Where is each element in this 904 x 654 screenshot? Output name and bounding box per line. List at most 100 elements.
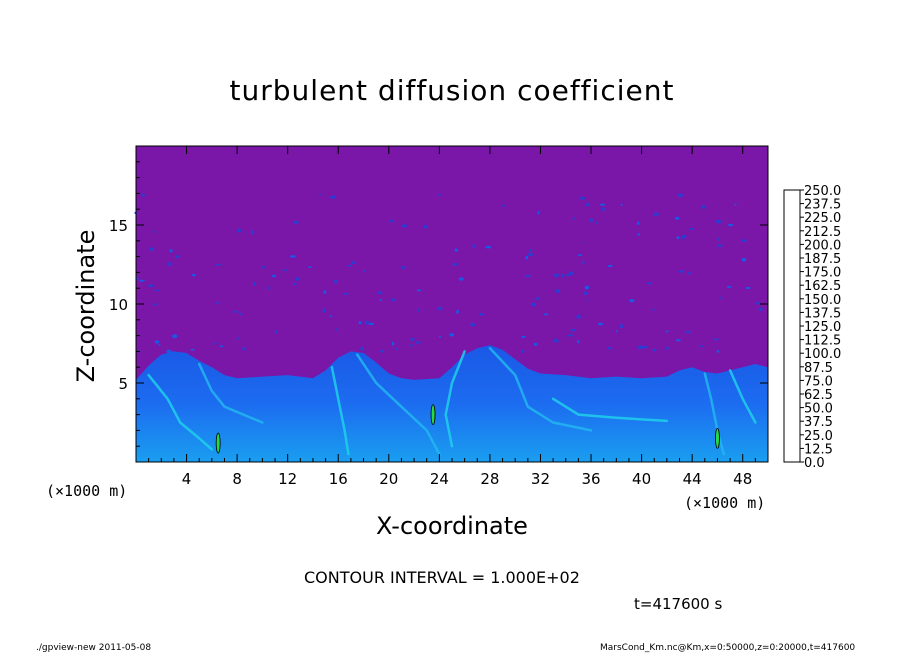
turbulence-blob	[479, 313, 484, 316]
x-axis-label: X-coordinate	[376, 512, 528, 540]
colorbar-label: 75.0	[804, 374, 833, 389]
turbulence-blob	[148, 284, 154, 288]
x-tick-label: 16	[329, 470, 348, 488]
colorbar-label: 37.5	[804, 415, 833, 430]
colorbar-label: 125.0	[804, 320, 841, 335]
turbulence-blob	[525, 275, 531, 278]
turbulence-blob	[525, 255, 529, 260]
turbulence-blob	[377, 291, 383, 295]
y-tick-label: 5	[118, 375, 128, 393]
turbulence-blob	[402, 224, 408, 228]
turbulence-blob	[380, 350, 384, 353]
turbulence-blob	[351, 261, 356, 265]
colorbar-label: 62.5	[804, 388, 833, 403]
turbulence-blob	[699, 345, 704, 348]
turbulence-blob	[344, 292, 349, 295]
turbulence-blob	[290, 255, 296, 258]
turbulence-blob	[568, 271, 574, 276]
turbulence-blob	[271, 274, 277, 278]
turbulence-blob	[742, 239, 747, 243]
turbulence-blob	[726, 285, 732, 288]
turbulence-blob	[607, 265, 613, 267]
turbulence-blob	[674, 216, 680, 220]
turbulence-blob	[294, 277, 299, 281]
turbulence-blob	[665, 330, 669, 333]
turbulence-blob	[701, 205, 706, 209]
x-tick-label: 8	[232, 470, 242, 488]
turbulence-blob	[719, 296, 723, 299]
turbulence-blob	[585, 203, 590, 207]
turbulence-blob	[169, 249, 173, 253]
turbulence-blob	[438, 335, 442, 338]
turbulence-blob	[394, 347, 398, 350]
turbulence-blob	[527, 253, 534, 257]
y-tick-label: 15	[109, 217, 128, 235]
turbulence-blob	[274, 330, 278, 334]
turbulence-blob	[141, 193, 145, 197]
turbulence-blob	[652, 348, 657, 352]
plume-streak	[147, 373, 214, 451]
turbulence-blob	[583, 291, 588, 296]
turbulence-blob	[681, 236, 685, 240]
turbulence-blob	[454, 248, 458, 252]
turbulence-blob	[293, 282, 297, 286]
plume-streak	[197, 362, 264, 424]
turbulence-blob	[458, 277, 464, 281]
y-tick-label: 10	[109, 296, 128, 314]
turbulence-blob	[236, 228, 242, 233]
turbulence-blob	[219, 345, 224, 348]
x-tick-label: 40	[632, 470, 651, 488]
turbulence-blob	[329, 315, 333, 318]
turbulence-blob	[335, 328, 338, 331]
turbulence-blob	[416, 289, 422, 292]
turbulence-blob	[214, 342, 217, 345]
x-tick-label: 20	[379, 470, 398, 488]
turbulence-blob	[521, 335, 526, 338]
turbulence-blob	[676, 236, 680, 240]
colorbar-label: 162.5	[804, 279, 841, 294]
turbulence-blob	[437, 306, 443, 311]
plume-streak	[444, 350, 466, 448]
turbulence-blob	[360, 346, 364, 351]
turbulence-blob	[665, 346, 669, 350]
turbulence-blob	[535, 297, 540, 300]
colorbar-label: 112.5	[804, 334, 841, 349]
colorbar-label: 175.0	[804, 266, 841, 281]
turbulence-blob	[233, 310, 239, 313]
turbulence-blob	[677, 193, 684, 197]
turbulence-blob	[158, 344, 161, 346]
x-tick-label: 32	[531, 470, 550, 488]
turbulence-blob	[408, 344, 415, 347]
colorbar-label: 150.0	[804, 293, 841, 308]
turbulence-blob	[308, 266, 312, 268]
turbulence-blob	[586, 298, 589, 301]
turbulence-blob	[629, 299, 635, 303]
turbulence-blob	[283, 269, 287, 272]
turbulence-blob	[192, 273, 196, 277]
turbulence-blob	[599, 203, 606, 206]
turbulence-blob	[166, 349, 172, 354]
contour-highlight	[430, 404, 436, 426]
turbulence-blob	[154, 289, 161, 292]
contour-highlight	[715, 427, 720, 449]
turbulence-blob	[266, 286, 270, 290]
plume-streak	[703, 372, 726, 456]
turbulence-blob	[598, 322, 603, 326]
colorbar-label: 25.0	[804, 429, 833, 444]
colorbar-label: 50.0	[804, 402, 833, 417]
turbulence-blob	[537, 210, 540, 215]
turbulence-blob	[330, 195, 336, 199]
turbulence-blob	[472, 244, 476, 248]
turbulence-blob	[318, 193, 321, 196]
turbulence-blob	[620, 203, 623, 206]
turbulence-blob	[400, 266, 406, 269]
turbulence-blob	[553, 273, 559, 278]
x-axis-unit: (×1000 m)	[684, 494, 766, 512]
turbulence-blob	[423, 225, 428, 229]
turbulence-blob	[417, 308, 420, 312]
turbulence-blob	[579, 196, 586, 200]
colorbar-label: 12.5	[804, 442, 833, 457]
turbulence-blob	[139, 279, 145, 282]
colorbar-label: 87.5	[804, 361, 833, 376]
turbulence-blob	[533, 342, 538, 346]
